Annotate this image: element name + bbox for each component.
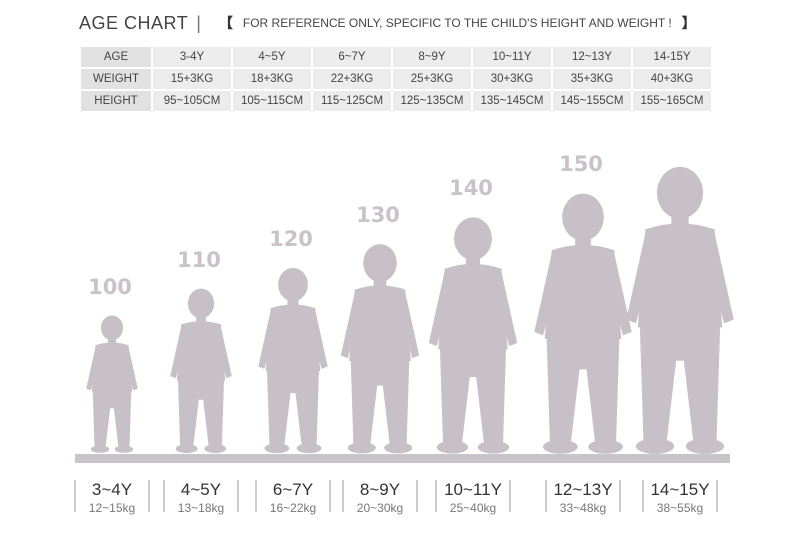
table-row: AGE 3-4Y 4~5Y 6~7Y 8~9Y 10~11Y 12~13Y 14-15Y: [81, 47, 711, 67]
title-separator: |: [196, 12, 201, 33]
reference-note: FOR REFERENCE ONLY, SPECIFIC TO THE CHIL…: [242, 16, 672, 30]
table-cell: 105~115CM: [233, 91, 311, 111]
row-label: AGE: [81, 47, 151, 67]
table-cell: 95~105CM: [153, 91, 231, 111]
height-label: 120: [269, 227, 313, 251]
table-cell: 135~145CM: [473, 91, 551, 111]
table-cell: 40+3KG: [633, 69, 711, 89]
table-cell: 30+3KG: [473, 69, 551, 89]
height-label: 110: [177, 248, 221, 272]
child-silhouette: [170, 288, 232, 454]
age-chart-header: AGE CHART | 【 FOR REFERENCE ONLY, SPECIF…: [79, 10, 706, 36]
child-silhouette: [86, 315, 138, 453]
age-label: 12~13Y: [553, 480, 612, 499]
table-cell: 25+3KG: [393, 69, 471, 89]
height-illustration: 100 3~4Y 12~15kg 110 4~5Y 13~18kg 120 6~7Y 16~22…: [74, 152, 734, 515]
row-label: WEIGHT: [81, 69, 151, 89]
bracket-open: 【: [218, 15, 233, 31]
height-label: 140: [449, 176, 493, 200]
bracket-close: 】: [681, 15, 696, 31]
table-cell: 155~165CM: [633, 91, 711, 111]
table-cell: 115~125CM: [313, 91, 391, 111]
table-cell: 15+3KG: [153, 69, 231, 89]
child-silhouette: [626, 166, 734, 454]
age-label: 6~7Y: [273, 480, 313, 499]
weight-label: 13~18kg: [178, 501, 224, 515]
table-cell: 125~135CM: [393, 91, 471, 111]
table-cell: 22+3KG: [313, 69, 391, 89]
weight-label: 12~15kg: [89, 501, 135, 515]
child-silhouette: [340, 244, 420, 454]
child-silhouette: [428, 217, 518, 454]
height-label: 150: [559, 152, 603, 176]
table-cell: 35+3KG: [553, 69, 631, 89]
table-cell: 8~9Y: [393, 47, 471, 67]
table-row: HEIGHT 95~105CM 105~115CM 115~125CM 125~135C…: [81, 91, 711, 111]
table-cell: 3-4Y: [153, 47, 231, 67]
table-cell: 18+3KG: [233, 69, 311, 89]
age-label: 3~4Y: [92, 480, 132, 499]
height-label: 130: [356, 203, 400, 227]
age-label: 14~15Y: [650, 480, 709, 499]
child-silhouette: [534, 193, 632, 454]
table-cell: 4~5Y: [233, 47, 311, 67]
size-table: AGE 3-4Y 4~5Y 6~7Y 8~9Y 10~11Y 12~13Y 14-15Y WEI…: [79, 45, 713, 113]
table-cell: 145~155CM: [553, 91, 631, 111]
table-row: WEIGHT 15+3KG 18+3KG 22+3KG 25+3KG 30+3KG 35+3…: [81, 69, 711, 89]
weight-label: 16~22kg: [270, 501, 316, 515]
page-title: AGE CHART: [79, 12, 189, 33]
height-label: 100: [88, 275, 132, 299]
table-cell: 12~13Y: [553, 47, 631, 67]
weight-label: 33~48kg: [560, 501, 606, 515]
age-label: 8~9Y: [360, 480, 400, 499]
weight-label: 25~40kg: [450, 501, 496, 515]
table-cell: 14-15Y: [633, 47, 711, 67]
table-cell: 10~11Y: [473, 47, 551, 67]
age-label: 4~5Y: [181, 480, 221, 499]
weight-label: 38~55kg: [657, 501, 703, 515]
age-label: 10~11Y: [444, 480, 502, 499]
child-silhouette: [258, 267, 328, 454]
weight-label: 20~30kg: [357, 501, 403, 515]
table-cell: 6~7Y: [313, 47, 391, 67]
ground-line: [75, 454, 730, 463]
row-label: HEIGHT: [81, 91, 151, 111]
